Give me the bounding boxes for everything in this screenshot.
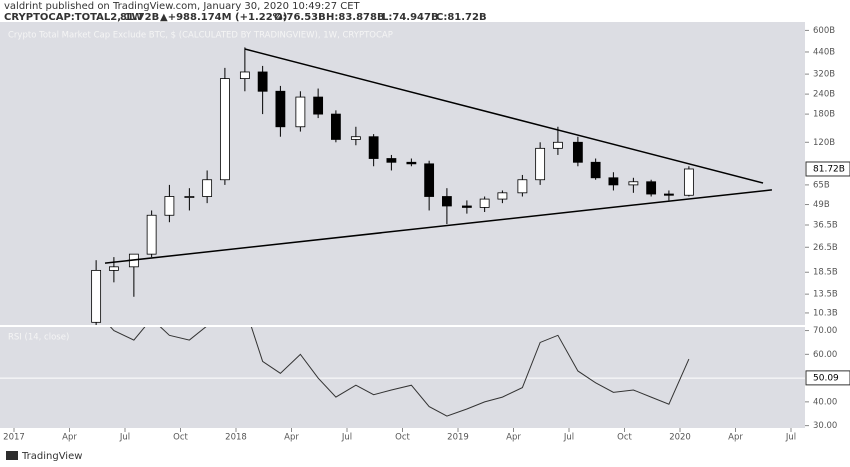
candle-body	[91, 269, 102, 323]
y-tick-label: 60.00	[813, 350, 837, 360]
candle-body	[590, 161, 601, 179]
candle-body	[683, 168, 694, 196]
y-tick-label: 180B	[813, 110, 835, 120]
x-tick-label: Apr	[284, 433, 299, 443]
rsi-line	[109, 327, 690, 417]
candle-body	[202, 179, 213, 197]
x-tick-label: Oct	[617, 433, 632, 443]
y-tick-label: 13.5B	[813, 290, 838, 300]
x-tick-label: 2020	[669, 433, 691, 443]
x-tick-label: Apr	[728, 433, 743, 443]
last-value-badge	[805, 161, 850, 177]
y-tick-label: 30.00	[813, 421, 837, 431]
publish-info: valdrint published on TradingView.com, J…	[4, 1, 361, 12]
candle-body	[497, 192, 508, 200]
candle-body	[313, 96, 324, 115]
y-tick-label: 65B	[813, 180, 830, 190]
candle-body	[275, 90, 286, 128]
candle-body	[219, 78, 230, 181]
ohlc-close: C:81.72B	[436, 12, 487, 23]
candle-body	[386, 158, 397, 163]
candle-body	[517, 179, 528, 194]
logo	[6, 451, 18, 460]
candle-body	[146, 214, 157, 255]
candle-body	[442, 196, 452, 207]
x-tick-label: Apr	[506, 433, 521, 443]
y-tick-label: 70.00	[813, 326, 837, 336]
y-tick-label: 10.3B	[813, 308, 838, 318]
candle-body	[368, 136, 379, 159]
rsi-title: RSI (14, close)	[8, 333, 69, 343]
rsi-pane	[0, 327, 805, 428]
ohlc-low: L:74.947B	[382, 12, 439, 23]
candle-body	[164, 196, 175, 216]
y-tick-label: 40.00	[813, 397, 837, 407]
change: ▲+988.174M (+1.22%)	[160, 12, 287, 23]
footer-brand: TradingView	[21, 451, 82, 462]
x-tick-label: 2018	[225, 433, 247, 443]
candle-body	[535, 147, 546, 181]
last-value-label: 81.72B	[813, 164, 845, 174]
y-tick-label: 600B	[813, 26, 835, 36]
ohlc-open: O:76.53B	[274, 12, 326, 23]
last-value-badge	[805, 370, 850, 386]
x-tick-label: Apr	[62, 433, 77, 443]
candle-body	[553, 141, 563, 149]
candle-body	[479, 198, 490, 208]
trendline	[244, 48, 764, 184]
chart-title: Crypto Total Market Cap Exclude BTC, $ (…	[8, 31, 393, 41]
trendline	[104, 189, 773, 264]
candle-body	[330, 113, 341, 140]
y-tick-label: 320B	[813, 70, 835, 80]
candle-body	[572, 141, 583, 163]
candle-body	[628, 181, 639, 186]
y-tick-label: 36.5B	[813, 221, 838, 231]
x-tick-label: 2019	[447, 433, 469, 443]
x-tick-label: Jul	[563, 433, 574, 443]
candle-body	[350, 136, 361, 140]
x-tick-label: Oct	[395, 433, 410, 443]
candle-body	[424, 163, 435, 197]
x-tick-label: 2017	[3, 433, 25, 443]
ohlc-high: H:83.878B	[326, 12, 385, 23]
candle-body	[239, 71, 250, 79]
candle-body	[184, 196, 195, 198]
price: 81.72B	[120, 12, 159, 23]
candle-body	[257, 71, 268, 92]
y-tick-label: 240B	[813, 90, 835, 100]
last-value-label: 50.09	[813, 373, 839, 383]
y-tick-label: 18.5B	[813, 268, 838, 278]
candle-body	[646, 181, 657, 195]
symbol: CRYPTOCAP:TOTAL2, 1W	[4, 12, 143, 23]
y-tick-label: 49B	[813, 200, 830, 210]
candle-body	[108, 266, 119, 271]
candle-body	[608, 177, 619, 186]
x-tick-label: Jul	[785, 433, 796, 443]
x-tick-label: Jul	[341, 433, 352, 443]
y-tick-label: 440B	[813, 47, 835, 57]
y-tick-label: 26.5B	[813, 243, 838, 253]
y-tick-label: 120B	[813, 138, 835, 148]
x-tick-label: Oct	[173, 433, 188, 443]
candle-body	[664, 193, 674, 196]
candle-body	[406, 161, 417, 165]
x-tick-label: Jul	[119, 433, 130, 443]
candle-body	[295, 96, 306, 128]
candle-body	[461, 205, 472, 208]
